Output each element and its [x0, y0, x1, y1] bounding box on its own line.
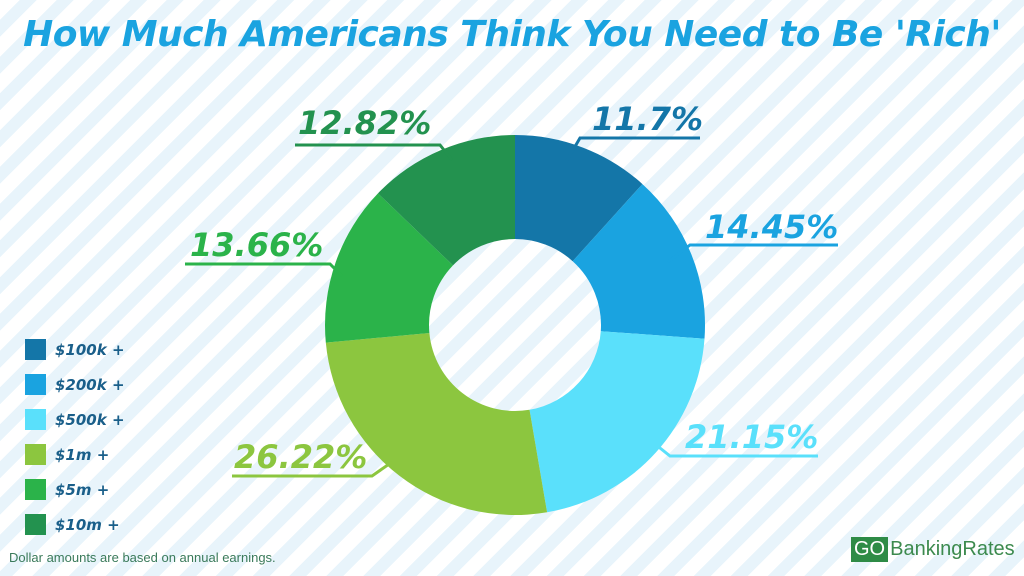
data-label-1m: 26.22%: [234, 438, 368, 476]
legend-item: $10m +: [25, 507, 125, 542]
legend-item: $100k +: [25, 332, 125, 367]
leader-line-2: [649, 438, 818, 458]
legend-label: $1m +: [55, 445, 110, 464]
leader-line-1: [667, 243, 838, 264]
data-label-100k: 11.7%: [592, 100, 704, 138]
legend-swatch: [25, 514, 46, 535]
leader-line-0: [564, 136, 700, 163]
legend-label: $200k +: [55, 375, 125, 394]
donut-slice-0: [515, 135, 643, 262]
donut-slice-3: [325, 332, 548, 515]
legend-swatch: [25, 339, 46, 360]
legend-swatch: [25, 374, 46, 395]
data-label-500k: 21.15%: [685, 418, 819, 456]
logo-go: GO: [851, 537, 889, 562]
leader-line-3: [232, 460, 393, 478]
leader-line-5: [295, 143, 454, 161]
donut-slice-4: [325, 193, 453, 343]
legend-item: $5m +: [25, 472, 125, 507]
legend-item: $500k +: [25, 402, 125, 437]
legend-swatch: [25, 479, 46, 500]
data-label-10m: 12.82%: [298, 104, 432, 142]
gobankingrates-logo: GO BankingRates: [851, 537, 1015, 562]
chart-title: How Much Americans Think You Need to Be …: [23, 14, 1001, 55]
legend: $100k + $200k + $500k + $1m + $5m + $10m…: [25, 332, 125, 542]
legend-label: $10m +: [55, 515, 120, 534]
legend-label: $500k +: [55, 410, 125, 429]
data-label-200k: 14.45%: [705, 208, 839, 246]
legend-item: $200k +: [25, 367, 125, 402]
footnote: Dollar amounts are based on annual earni…: [9, 550, 276, 565]
leader-line-4: [185, 262, 344, 278]
data-label-5m: 13.66%: [190, 226, 324, 264]
logo-text: BankingRates: [890, 538, 1015, 560]
legend-item: $1m +: [25, 437, 125, 472]
legend-swatch: [25, 444, 46, 465]
donut-slice-5: [377, 135, 515, 266]
legend-label: $100k +: [55, 340, 125, 359]
legend-label: $5m +: [55, 480, 110, 499]
legend-swatch: [25, 409, 46, 430]
donut-slice-1: [572, 184, 705, 339]
donut-slice-2: [529, 331, 705, 513]
